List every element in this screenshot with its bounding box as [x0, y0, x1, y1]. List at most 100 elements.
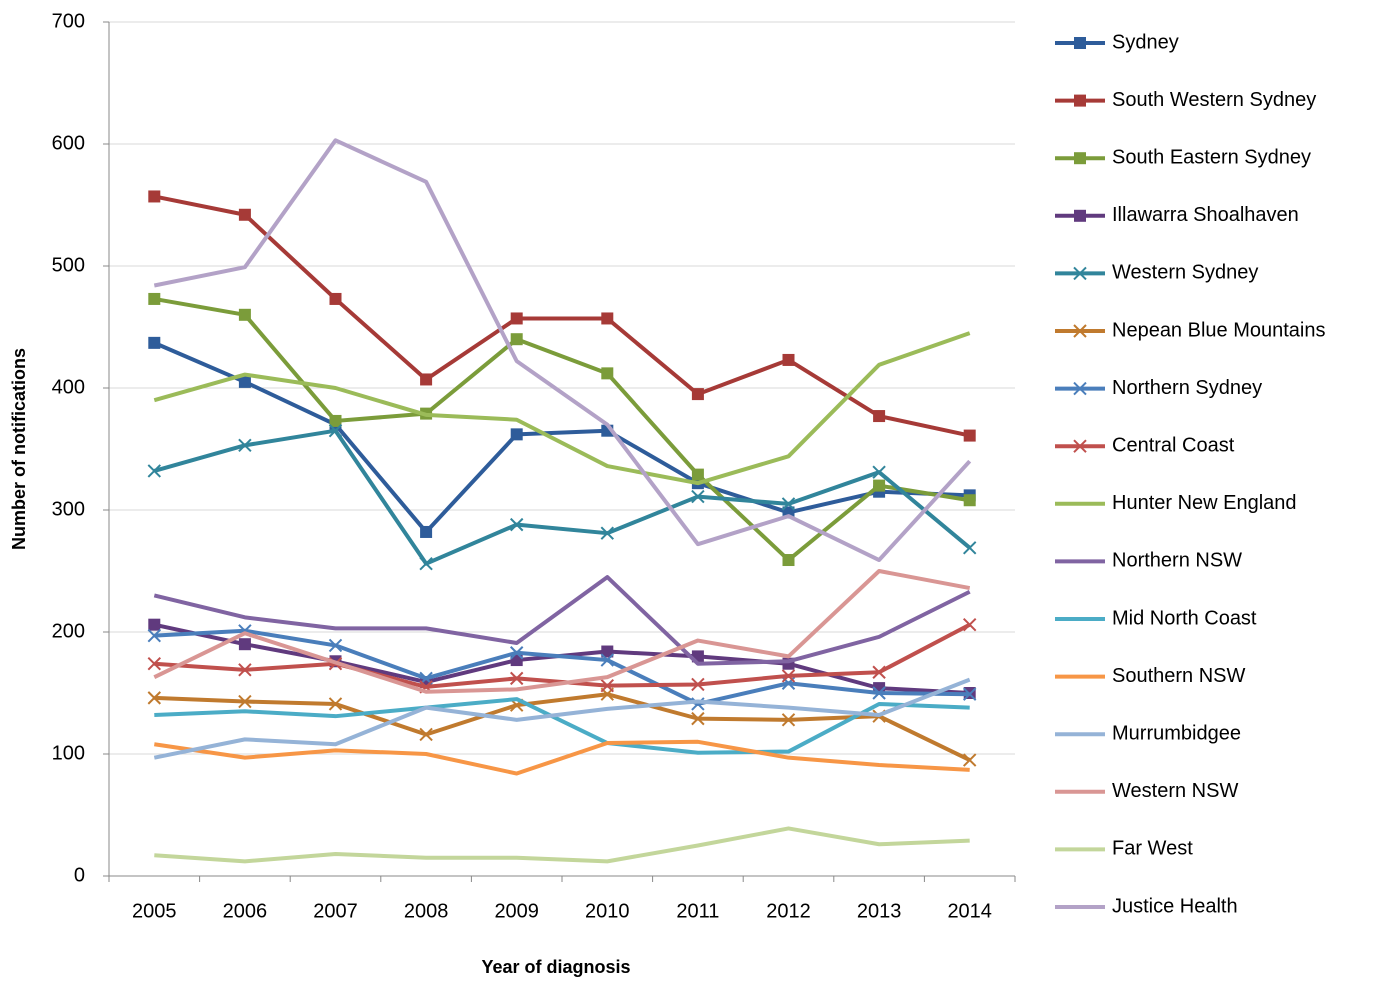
legend-label: Illawarra Shoalhaven: [1112, 204, 1299, 226]
series-line: [153, 138, 972, 563]
legend-label: South Western Sydney: [1112, 89, 1316, 111]
series-line: [153, 428, 971, 566]
point-marker: [600, 653, 615, 667]
point-marker: [510, 333, 523, 346]
x-tick-label: 2006: [223, 900, 268, 922]
point-marker: [328, 638, 343, 653]
point-marker: [147, 657, 162, 671]
point-marker: [238, 308, 251, 321]
point-marker: [148, 190, 161, 203]
point-marker: [509, 646, 524, 660]
y-tick-label: 300: [52, 498, 85, 520]
point-marker: [509, 517, 524, 532]
series-line: [153, 331, 971, 486]
point-marker: [238, 375, 251, 388]
point-marker: [510, 428, 523, 441]
point-marker: [1073, 324, 1087, 338]
legend-label: Western Sydney: [1112, 262, 1258, 284]
y-tick-label: 700: [52, 10, 85, 32]
point-marker: [328, 697, 343, 711]
point-marker: [238, 208, 251, 221]
point-marker: [691, 388, 704, 401]
legend-label: Hunter New England: [1112, 492, 1297, 514]
legend-label: Northern Sydney: [1112, 377, 1262, 399]
series-line: [153, 341, 970, 534]
series-line: [154, 697, 970, 755]
point-marker: [419, 556, 433, 571]
point-marker: [782, 353, 795, 366]
point-marker: [329, 292, 342, 305]
x-tick-label: 2013: [857, 900, 902, 922]
x-axis-title: Year of diagnosis: [481, 957, 630, 977]
legend-label: Nepean Blue Mountains: [1112, 319, 1325, 341]
series-line: [153, 575, 971, 666]
legend-label: Mid North Coast: [1112, 607, 1257, 629]
point-marker: [691, 677, 705, 692]
x-tick-label: 2014: [947, 900, 992, 922]
point-marker: [601, 312, 614, 325]
point-marker: [601, 367, 614, 380]
x-tick-label: 2011: [676, 900, 719, 922]
point-marker: [238, 663, 252, 677]
series-line: [153, 677, 971, 760]
point-marker: [962, 617, 977, 632]
point-marker: [1073, 266, 1087, 281]
point-marker: [873, 479, 886, 492]
point-marker: [691, 711, 705, 726]
legend-label: Northern NSW: [1112, 550, 1242, 572]
point-marker: [781, 669, 796, 683]
point-marker: [147, 464, 162, 478]
y-axis-title: Number of notifications: [9, 348, 29, 550]
point-marker: [963, 494, 976, 507]
legend-label: Central Coast: [1112, 434, 1235, 456]
point-marker: [147, 628, 162, 643]
point-marker: [419, 727, 433, 742]
point-marker: [1073, 439, 1087, 453]
point-marker: [691, 489, 705, 504]
series-line: [153, 296, 971, 563]
series-line: [154, 692, 971, 762]
point-marker: [600, 678, 615, 693]
point-marker: [600, 526, 615, 540]
point-marker: [148, 292, 161, 305]
point-marker: [781, 713, 796, 727]
point-marker: [962, 753, 977, 767]
point-marker: [238, 694, 252, 709]
x-tick-label: 2008: [404, 900, 449, 922]
point-marker: [238, 638, 251, 651]
point-marker: [962, 687, 977, 701]
point-marker: [872, 665, 886, 679]
point-marker: [509, 671, 524, 686]
y-tick-label: 600: [52, 132, 85, 154]
point-marker: [1074, 152, 1086, 165]
point-marker: [510, 312, 523, 325]
point-marker: [963, 429, 976, 442]
point-marker: [148, 336, 161, 349]
legend-label: Southern NSW: [1112, 665, 1246, 687]
point-marker: [238, 438, 252, 453]
legend-label: South Eastern Sydney: [1112, 146, 1311, 168]
series-line: [154, 739, 970, 776]
legend-label: Murrumbidgee: [1112, 722, 1241, 744]
point-marker: [962, 541, 977, 555]
y-tick-label: 0: [74, 864, 85, 886]
point-marker: [691, 468, 704, 481]
point-marker: [873, 410, 886, 423]
y-tick-label: 500: [52, 254, 85, 276]
series-line: [154, 628, 970, 706]
y-tick-label: 100: [52, 742, 85, 764]
y-tick-label: 200: [52, 620, 85, 642]
legend-label: Sydney: [1112, 31, 1179, 53]
point-marker: [328, 423, 343, 438]
point-marker: [420, 525, 433, 538]
point-marker: [601, 645, 614, 658]
point-marker: [1074, 37, 1086, 49]
point-marker: [872, 686, 886, 700]
point-marker: [147, 691, 162, 705]
point-marker: [781, 497, 796, 511]
x-tick-label: 2010: [585, 900, 630, 922]
series-line: [154, 826, 970, 864]
x-tick-label: 2012: [766, 900, 811, 922]
point-marker: [1073, 381, 1087, 396]
